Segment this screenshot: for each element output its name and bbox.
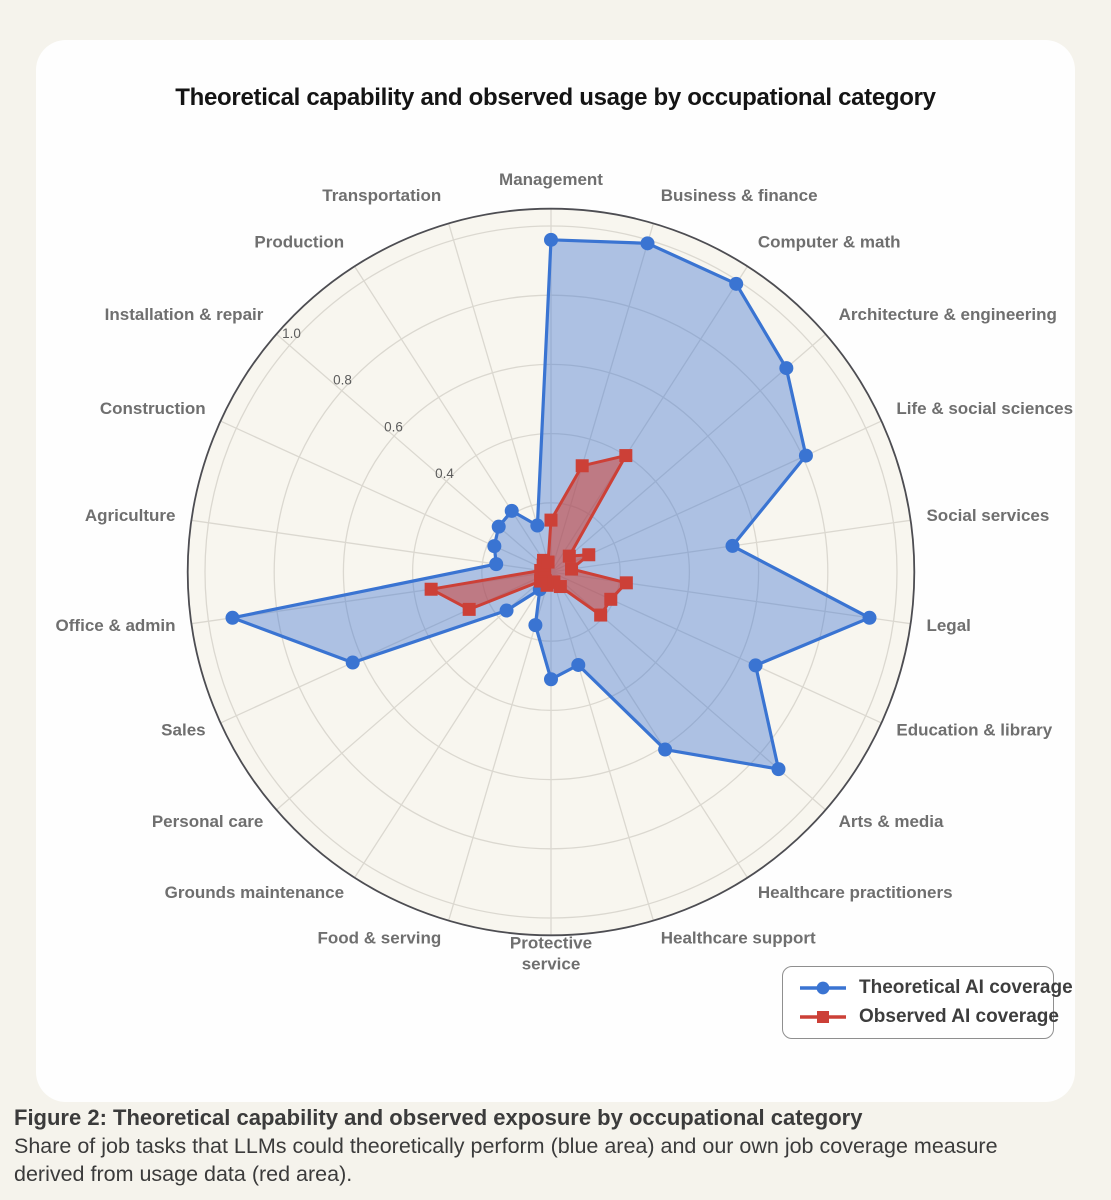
category-label: Healthcare support <box>661 928 816 947</box>
observed-ai-coverage-point-marker <box>582 548 596 562</box>
chart-card: Theoretical capability and observed usag… <box>36 40 1075 1102</box>
theoretical-ai-coverage-point-marker <box>748 658 763 673</box>
theoretical-ai-coverage-point-marker <box>489 557 504 572</box>
theoretical-ai-coverage-point-marker <box>798 448 813 463</box>
theoretical-ai-coverage-point-marker <box>225 610 240 625</box>
observed-ai-coverage-point-marker <box>575 459 589 473</box>
radial-tick-label: 1.0 <box>282 326 301 341</box>
polar-spoke <box>550 333 826 573</box>
legend-label-theoretical: Theoretical AI coverage <box>859 977 1073 998</box>
line-square-marker-icon <box>800 1011 846 1023</box>
theoretical-ai-coverage-point-marker <box>499 603 514 618</box>
theoretical-ai-coverage-point-marker <box>528 618 543 633</box>
category-label: Transportation <box>322 186 441 205</box>
legend-item-observed: Observed AI coverage <box>799 1006 1059 1028</box>
observed-ai-coverage-point-marker <box>619 576 633 590</box>
theoretical-ai-coverage-point-marker <box>640 236 655 251</box>
category-label: Business & finance <box>661 186 818 205</box>
theoretical-ai-coverage-point-marker <box>779 361 794 376</box>
figure-caption: Figure 2: Theoretical capability and obs… <box>14 1104 1099 1188</box>
caption-body: Share of job tasks that LLMs could theor… <box>14 1133 998 1186</box>
theoretical-ai-coverage-point-marker <box>771 762 786 777</box>
theoretical-ai-coverage-point-marker <box>725 538 740 553</box>
legend: Theoretical AI coverage Observed AI cove… <box>782 966 1073 1039</box>
radial-tick-label: 0.6 <box>384 419 403 434</box>
polar-spoke <box>276 333 552 573</box>
category-label: Healthcare practitioners <box>758 883 953 902</box>
category-label: Production <box>254 232 344 251</box>
category-label: Grounds maintenance <box>165 883 344 902</box>
polar-spoke <box>550 571 654 921</box>
category-label: Architecture & engineering <box>839 305 1057 324</box>
category-label: Life & social sciences <box>896 399 1073 418</box>
theoretical-ai-coverage-point-marker <box>571 657 586 672</box>
theoretical-ai-coverage-point-marker <box>862 610 877 625</box>
category-label: Construction <box>100 399 206 418</box>
category-label: Installation & repair <box>105 305 264 324</box>
caption-heading: Figure 2: Theoretical capability and obs… <box>14 1105 863 1130</box>
category-label: Arts & media <box>839 812 944 831</box>
theoretical-ai-coverage-point-marker <box>729 276 744 291</box>
chart-title: Theoretical capability and observed usag… <box>175 84 936 111</box>
radial-tick-label: 0.8 <box>333 373 352 388</box>
theoretical-ai-coverage-point-marker <box>544 232 558 247</box>
legend-item-theoretical: Theoretical AI coverage <box>799 977 1073 999</box>
legend-label-observed: Observed AI coverage <box>859 1006 1059 1027</box>
theoretical-ai-coverage-point-marker <box>658 742 673 757</box>
category-label: Food & serving <box>318 928 442 947</box>
observed-ai-coverage-point-marker <box>619 449 633 463</box>
radar-chart: 0.4 0.6 0.8 1.0 Management Business & finance… <box>56 170 1074 974</box>
polar-spoke <box>354 266 552 573</box>
observed-ai-coverage-point-marker <box>544 513 558 527</box>
theoretical-ai-coverage-point-marker <box>504 503 519 518</box>
theoretical-ai-coverage-point-marker <box>345 655 360 670</box>
observed-ai-coverage-point-marker <box>565 562 579 576</box>
observed-ai-coverage-point-marker <box>562 549 576 563</box>
line-circle-marker-icon <box>800 981 846 995</box>
polar-outer-circle <box>186 207 916 937</box>
theoretical-ai-coverage-point-marker <box>491 519 506 534</box>
category-label: Education & library <box>896 720 1052 739</box>
polar-spoke <box>550 571 748 878</box>
observed-ai-coverage-point-marker <box>604 592 618 606</box>
theoretical-ai-coverage-point-marker <box>487 539 502 554</box>
category-label: Personal care <box>152 812 264 831</box>
polar-spoke <box>354 571 552 878</box>
category-label: Social services <box>926 506 1049 525</box>
category-label: Agriculture <box>85 506 176 525</box>
observed-ai-coverage-point-marker <box>462 602 476 616</box>
observed-ai-coverage-point-marker <box>424 582 438 596</box>
polar-spoke <box>550 420 882 573</box>
theoretical-ai-coverage-point-marker <box>544 672 558 687</box>
category-label: Office & admin <box>56 616 176 635</box>
observed-ai-coverage-point-marker <box>541 555 555 569</box>
polar-spoke <box>448 223 552 573</box>
theoretical-ai-coverage-point-marker <box>530 518 545 533</box>
category-label: Management <box>499 170 603 189</box>
category-label: Legal <box>926 616 970 635</box>
category-label: Sales <box>161 720 205 739</box>
observed-ai-coverage-point-marker <box>594 608 608 622</box>
radial-tick-label: 0.4 <box>435 466 454 481</box>
category-label: Computer & math <box>758 232 901 251</box>
observed-ai-coverage-point-marker <box>534 574 548 588</box>
category-label: Protective service <box>510 934 592 974</box>
